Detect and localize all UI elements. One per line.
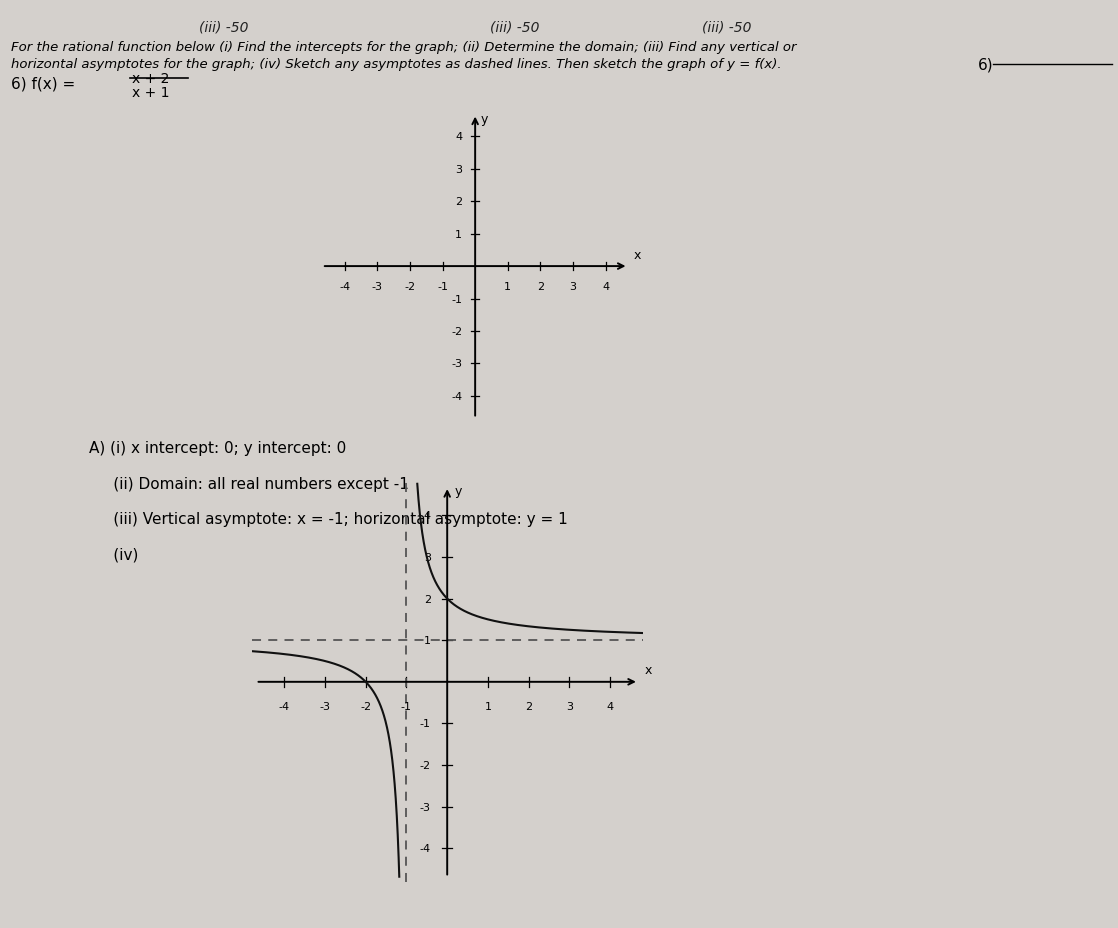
Text: (iii) -50: (iii) -50 xyxy=(199,20,248,34)
Text: 1: 1 xyxy=(424,636,430,646)
Text: -2: -2 xyxy=(405,281,416,291)
Text: -2: -2 xyxy=(419,760,430,770)
Text: y: y xyxy=(481,113,489,126)
Text: 2: 2 xyxy=(525,701,532,711)
Text: For the rational function below (i) Find the intercepts for the graph; (ii) Dete: For the rational function below (i) Find… xyxy=(11,41,797,54)
Text: 2: 2 xyxy=(537,281,544,291)
Text: 4: 4 xyxy=(601,281,609,291)
Text: (ii) Domain: all real numbers except -1: (ii) Domain: all real numbers except -1 xyxy=(89,476,409,491)
Text: 1: 1 xyxy=(504,281,511,291)
Text: -3: -3 xyxy=(372,281,382,291)
Text: 4: 4 xyxy=(607,701,614,711)
Text: -1: -1 xyxy=(451,294,462,304)
Text: -4: -4 xyxy=(451,392,462,401)
Text: x + 2: x + 2 xyxy=(132,71,169,85)
Text: 3: 3 xyxy=(424,552,430,562)
Text: (iii) -50: (iii) -50 xyxy=(490,20,539,34)
Text: x: x xyxy=(645,663,652,676)
Text: 6): 6) xyxy=(978,58,994,72)
Text: 1: 1 xyxy=(455,229,462,239)
Text: -3: -3 xyxy=(451,359,462,369)
Text: -4: -4 xyxy=(278,701,290,711)
Text: x: x xyxy=(633,249,641,262)
Text: -4: -4 xyxy=(339,281,350,291)
Text: (iii) -50: (iii) -50 xyxy=(702,20,751,34)
Text: 4: 4 xyxy=(424,510,430,521)
Text: -1: -1 xyxy=(420,718,430,728)
Text: 4: 4 xyxy=(455,133,462,142)
Text: -1: -1 xyxy=(401,701,411,711)
Text: 2: 2 xyxy=(455,197,462,207)
Text: y: y xyxy=(455,484,462,497)
Text: horizontal asymptotes for the graph; (iv) Sketch any asymptotes as dashed lines.: horizontal asymptotes for the graph; (iv… xyxy=(11,58,781,71)
Text: 3: 3 xyxy=(569,281,577,291)
Text: x + 1: x + 1 xyxy=(132,86,170,100)
Text: 6) f(x) =: 6) f(x) = xyxy=(11,76,75,91)
Text: -3: -3 xyxy=(320,701,331,711)
Text: A) (i) x intercept: 0; y intercept: 0: A) (i) x intercept: 0; y intercept: 0 xyxy=(89,441,347,456)
Text: -2: -2 xyxy=(360,701,371,711)
Text: -1: -1 xyxy=(437,281,448,291)
Text: 3: 3 xyxy=(566,701,574,711)
Text: -3: -3 xyxy=(420,802,430,812)
Text: 2: 2 xyxy=(424,594,430,604)
Text: (iii) Vertical asymptote: x = -1; horizontal asymptote: y = 1: (iii) Vertical asymptote: x = -1; horizo… xyxy=(89,511,568,526)
Text: 3: 3 xyxy=(455,164,462,174)
Text: -2: -2 xyxy=(451,327,462,337)
Text: 1: 1 xyxy=(484,701,492,711)
Text: -4: -4 xyxy=(419,844,430,854)
Text: (iv): (iv) xyxy=(89,547,139,561)
